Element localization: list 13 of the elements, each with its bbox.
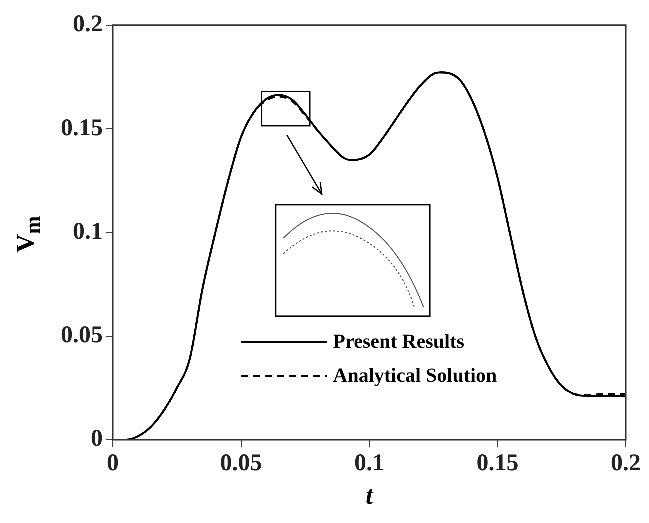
x-tick-label: 0.1	[354, 450, 384, 477]
x-tick-label: 0.05	[220, 450, 262, 477]
legend-label: Analytical Solution	[333, 364, 498, 389]
legend-label: Present Results	[333, 330, 465, 355]
x-tick-label: 0	[107, 450, 119, 477]
x-axis-title: t	[366, 481, 374, 510]
y-tick-label: 0.1	[73, 218, 103, 245]
y-tick-label: 0.15	[61, 115, 103, 142]
y-tick-label: 0.05	[61, 322, 103, 349]
x-tick-label: 0.15	[476, 450, 519, 477]
y-tick-label: 0	[91, 426, 103, 452]
y-tick-label: 0.2	[73, 12, 103, 38]
x-tick-label: 0.2	[611, 450, 641, 477]
